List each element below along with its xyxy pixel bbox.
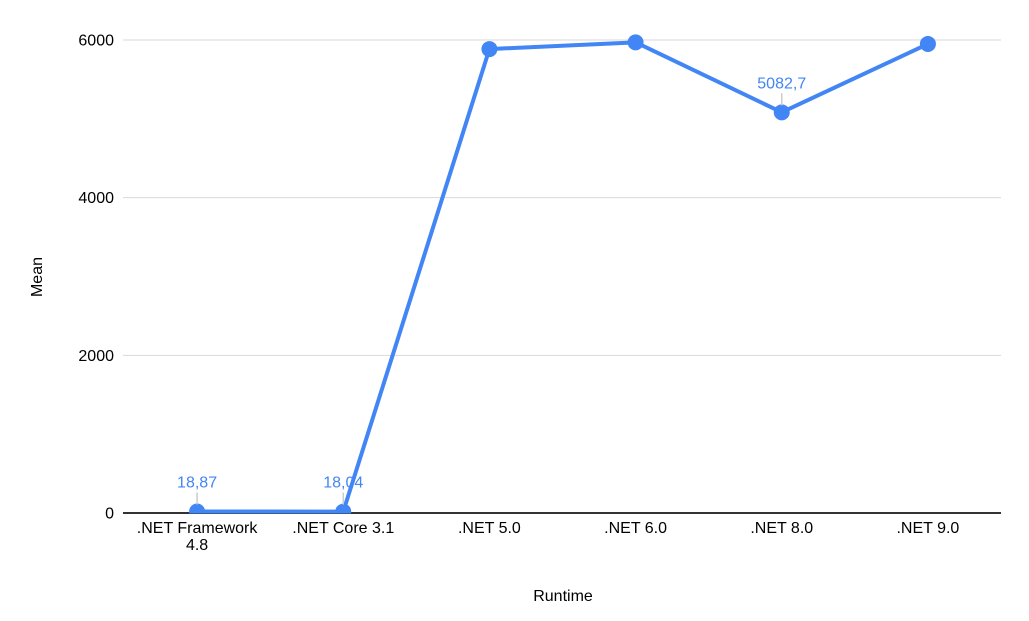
x-category-label: .NET 9.0 — [896, 520, 960, 537]
gridlines-layer: 0 2000 4000 6000 — [78, 33, 1001, 523]
data-point[interactable] — [481, 41, 498, 58]
x-category-label: .NET 8.0 — [750, 520, 814, 537]
data-point[interactable] — [919, 35, 936, 52]
y-tick-label: 6000 — [78, 33, 114, 50]
x-category-label: .NET Core 3.1 — [292, 520, 395, 537]
data-point[interactable] — [627, 34, 644, 51]
y-tick-label: 4000 — [78, 190, 114, 207]
y-tick-label: 0 — [105, 506, 114, 523]
data-point[interactable] — [189, 503, 206, 520]
x-category-label: .NET 6.0 — [604, 520, 667, 537]
point-label: 18,04 — [323, 475, 363, 492]
point-label: 18,87 — [177, 475, 217, 492]
data-point[interactable] — [335, 503, 352, 520]
series-line — [195, 40, 930, 514]
series-layer — [189, 34, 936, 520]
x-category-label: .NET Framework 4.8 — [136, 520, 258, 554]
y-axis-title: Mean — [29, 256, 46, 298]
x-category-label: .NET 5.0 — [457, 520, 521, 537]
data-point[interactable] — [773, 104, 790, 121]
point-labels-layer: 18,87 18,04 5082,7 — [177, 75, 806, 505]
point-label: 5082,7 — [757, 75, 806, 92]
y-tick-label: 2000 — [78, 348, 114, 365]
x-axis-title: Runtime — [533, 588, 593, 605]
